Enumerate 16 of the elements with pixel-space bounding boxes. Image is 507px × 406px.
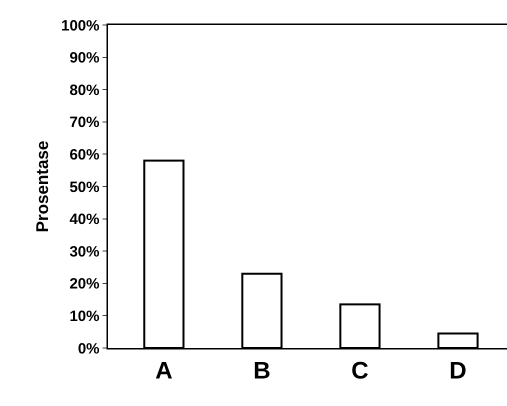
x-tick-label: A (155, 357, 173, 384)
y-tick-label: 0% (78, 340, 100, 358)
y-tick-label: 20% (69, 276, 100, 293)
y-tick-label: 30% (69, 243, 100, 260)
y-tick-label: 10% (69, 308, 100, 325)
y-tick-label: 60% (69, 146, 100, 164)
x-tick-label: D (449, 357, 467, 384)
x-tick-label: C (351, 357, 369, 384)
y-tick-label: 50% (69, 178, 100, 196)
y-tick-label: 70% (69, 114, 100, 132)
x-tick-label: B (253, 357, 271, 384)
y-tick-label: 80% (69, 82, 100, 99)
y-tick-label: 40% (69, 211, 100, 228)
y-tick-label: 90% (69, 50, 100, 67)
y-tick-label: 100% (61, 17, 100, 34)
y-axis-title: Prosentase (32, 140, 52, 232)
